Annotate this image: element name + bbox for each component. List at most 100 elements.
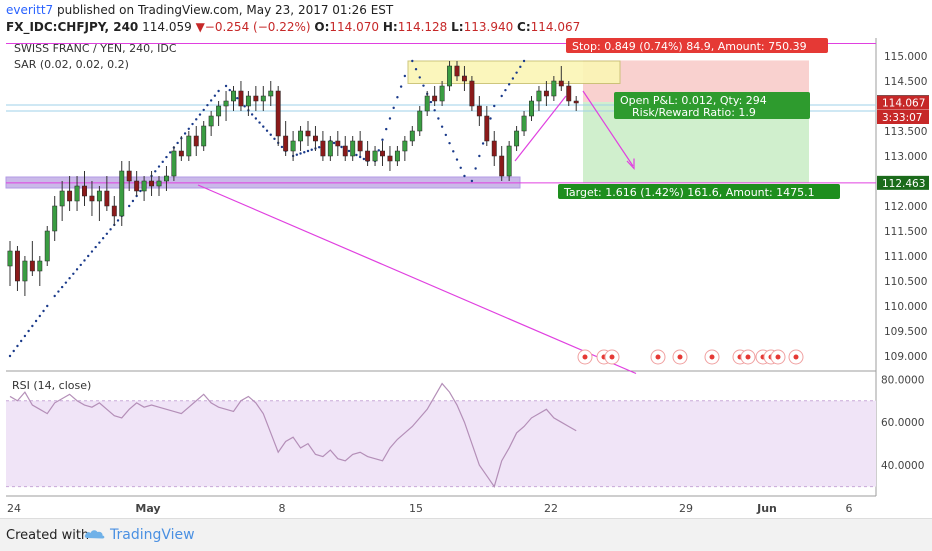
sar-dot [31, 324, 34, 328]
rsi-band [6, 400, 876, 487]
sar-dot [418, 76, 421, 79]
sar-dot [195, 118, 198, 121]
candle-body [283, 135, 289, 152]
candle-body [447, 65, 453, 87]
candle-body [52, 205, 58, 232]
sar-dot [396, 96, 399, 99]
sar-dot [105, 232, 109, 235]
chart-canvas[interactable]: 115.000114.500113.500113.000112.500112.0… [0, 0, 932, 518]
sar-dot [265, 129, 269, 132]
sar-dot [27, 329, 30, 333]
candle-body [543, 90, 549, 97]
target-label: Target: 1.616 (1.42%) 161.6, Amount: 147… [563, 186, 815, 199]
author-link[interactable]: everitt7 [6, 3, 54, 17]
candle-body [305, 130, 311, 137]
candle-body [499, 155, 505, 177]
sar-dot [433, 109, 436, 112]
price-change: −0.254 (−0.22%) [204, 20, 311, 34]
candle-body [514, 130, 520, 147]
sar-dot [217, 89, 220, 93]
sar-dot [478, 154, 481, 158]
sar-dot [46, 304, 49, 308]
sar-dot [463, 174, 466, 178]
rsi-tick-label: 80.0000 [881, 374, 924, 386]
candle-body [484, 115, 490, 142]
sar-dot [53, 294, 56, 298]
price-tick-label: 115.000 [884, 51, 927, 63]
sar-dot [165, 155, 168, 159]
sar-dot [299, 152, 302, 155]
tradingview-brand[interactable]: TradingView [110, 527, 195, 543]
sar-dot [381, 138, 384, 141]
candle-body [178, 150, 184, 157]
price-tick-label: 110.000 [884, 301, 927, 313]
sar-dot [295, 153, 299, 156]
sar-dot [481, 142, 485, 145]
sar-dot [191, 122, 194, 126]
candle-body [365, 150, 371, 162]
sar-dot [98, 241, 101, 244]
candle-body [164, 175, 169, 182]
sar-dot [269, 133, 272, 136]
price-tick-label: 110.500 [884, 276, 927, 288]
candle-body [111, 205, 117, 217]
last-price: 114.059 [142, 20, 192, 34]
price-badge-bg [877, 95, 929, 110]
candle-body [335, 140, 341, 147]
candle-body [491, 140, 497, 157]
sar-dot [392, 106, 395, 110]
price-badge-label: 3:33:07 [882, 112, 922, 124]
candle-body [521, 115, 527, 132]
candle-body [439, 85, 445, 102]
price-badge-label: 114.067 [882, 98, 925, 110]
sar-legend: SAR (0.02, 0.02, 0.2) [14, 58, 129, 71]
time-tick-label: 6 [846, 502, 853, 515]
sar-dot [258, 121, 261, 124]
candle-body [82, 185, 87, 197]
high-value: 114.128 [397, 20, 448, 34]
candle-body [44, 230, 50, 262]
sar-dot [64, 281, 68, 284]
sar-dot [228, 88, 231, 92]
candle-body [186, 135, 192, 157]
sar-dot [183, 132, 187, 135]
sar-dot [94, 245, 97, 249]
sar-dot [448, 141, 451, 145]
candle-body [454, 65, 460, 77]
price-tick-label: 113.500 [884, 126, 927, 138]
tradingview-logo-icon [84, 530, 105, 539]
sar-dot [60, 285, 64, 289]
rsi-tick-label: 40.0000 [881, 460, 924, 472]
sar-dot [303, 151, 306, 154]
sar-dot [23, 334, 27, 338]
sar-dot [187, 127, 190, 130]
sar-dot [452, 150, 455, 153]
sar-dot [154, 170, 157, 173]
sar-dot [411, 59, 414, 63]
target-label-bg [558, 184, 840, 199]
sar-dot [198, 113, 202, 116]
created-with-text: Created with [6, 528, 90, 543]
sar-dot [206, 103, 209, 107]
sar-dot [128, 204, 131, 208]
candle-body [357, 140, 363, 152]
sar-dot [403, 74, 407, 78]
resistance-box [407, 60, 621, 84]
sar-dot [377, 149, 380, 152]
price-tick-label: 111.000 [884, 251, 927, 263]
sar-dot [8, 354, 12, 358]
sar-dot [34, 319, 38, 323]
low-label: L: [451, 20, 464, 34]
sar-dot [209, 99, 213, 102]
price-tick-label: 111.500 [884, 226, 927, 238]
sar-dot [317, 146, 321, 149]
sar-dot [355, 153, 358, 157]
sar-dot [440, 125, 444, 128]
sar-dot [504, 88, 507, 92]
sar-dot [213, 94, 217, 97]
sar-dot [236, 96, 239, 100]
candle-body [268, 90, 274, 97]
sar-dot [90, 250, 94, 253]
sar-dot [75, 268, 79, 271]
time-tick-label: 8 [279, 502, 286, 515]
